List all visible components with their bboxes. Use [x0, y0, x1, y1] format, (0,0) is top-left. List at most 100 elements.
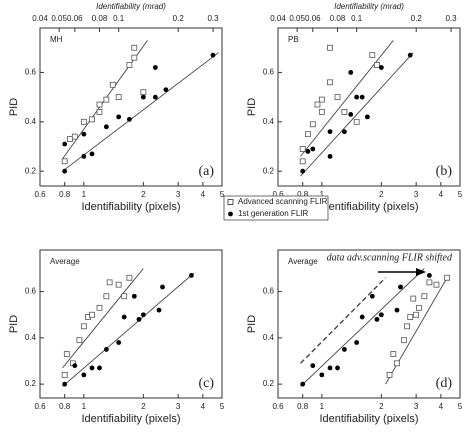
- point: [319, 372, 325, 378]
- point: [378, 312, 384, 318]
- point: [61, 158, 68, 165]
- x2-tick-label: 0.2: [173, 14, 185, 23]
- x2-tick-label: 0.05: [289, 14, 305, 23]
- x-tick-label: 0.6: [272, 190, 284, 199]
- y-axis-title: PID: [8, 98, 20, 116]
- point: [348, 112, 354, 117]
- point: [394, 360, 400, 367]
- panel-letter: (a): [198, 164, 214, 179]
- y-tick-label: 0.6: [25, 287, 37, 296]
- point: [444, 274, 450, 281]
- point: [81, 372, 87, 378]
- fit-line: [385, 277, 448, 385]
- x2-tick-label: 0.3: [207, 14, 219, 23]
- point: [63, 351, 70, 357]
- x2-tick-label: 0.2: [411, 14, 423, 23]
- point: [407, 314, 414, 320]
- x2-tick-label: 0.08: [92, 14, 108, 23]
- point: [413, 311, 420, 318]
- point: [62, 141, 68, 147]
- point: [156, 307, 162, 313]
- x-tick-label: 5: [220, 190, 225, 199]
- panel-letter: (c): [198, 376, 214, 391]
- legend-label: 1st generation FLIR: [238, 209, 308, 218]
- point: [131, 293, 137, 299]
- point: [116, 114, 122, 120]
- x-tick-label: 0.8: [297, 190, 309, 199]
- point: [66, 136, 73, 142]
- x-tick-label: 2: [141, 190, 146, 199]
- point: [394, 307, 400, 313]
- y-tick-label: 0.2: [25, 379, 37, 388]
- point: [348, 70, 354, 75]
- annotation: data adv.scanning FLIR shifted: [327, 252, 453, 263]
- point: [318, 96, 325, 103]
- point: [410, 295, 417, 302]
- x-tick-label: 0.6: [34, 402, 46, 411]
- point: [305, 149, 311, 154]
- point: [407, 52, 413, 58]
- x-axis-title: Identifiability (pixels): [319, 413, 418, 425]
- point: [140, 94, 146, 100]
- y-tick-label: 0.4: [263, 333, 275, 342]
- x-tick-label: 2: [141, 402, 146, 411]
- point: [97, 365, 102, 371]
- point: [314, 101, 321, 108]
- x2-tick-label: 0.1: [113, 14, 125, 23]
- x2-tick-label: 0.04: [270, 14, 286, 23]
- point: [121, 314, 127, 320]
- point: [126, 116, 132, 122]
- point: [369, 52, 376, 59]
- point: [81, 153, 87, 159]
- x-tick-label: 0.6: [272, 402, 284, 411]
- point: [140, 312, 146, 318]
- point: [433, 281, 440, 288]
- y-axis-title: PID: [246, 315, 258, 333]
- arrow-head: [416, 268, 426, 276]
- point: [121, 293, 128, 300]
- x-tick-label: 0.6: [34, 190, 46, 199]
- x-tick-label: 0.8: [59, 190, 71, 199]
- plot-frame: [277, 27, 461, 187]
- y-axis-title: PID: [8, 315, 20, 333]
- point: [71, 133, 78, 140]
- y-tick-label: 0.6: [263, 287, 275, 296]
- point: [374, 62, 380, 68]
- y-tick-label: 0.4: [263, 117, 275, 126]
- point: [131, 54, 138, 61]
- x2-tick-label: 0.06: [305, 14, 321, 23]
- plot-frame: [39, 249, 223, 399]
- x2-tick-label: 0.05: [51, 14, 67, 23]
- x2-tick-label: 0.1: [351, 14, 363, 23]
- x2-tick-label: 0.06: [67, 14, 83, 23]
- x-tick-label: 2: [379, 402, 384, 411]
- point: [96, 109, 103, 115]
- x-tick-label: 4: [439, 402, 444, 411]
- x-tick-label: 0.8: [59, 402, 71, 411]
- fit-line: [300, 268, 425, 387]
- point: [89, 311, 95, 318]
- x-tick-label: 1: [82, 402, 87, 411]
- point: [89, 116, 95, 123]
- y-tick-label: 0.2: [25, 166, 37, 175]
- point: [304, 131, 311, 138]
- x-tick-label: 1: [320, 190, 325, 199]
- point: [369, 293, 375, 299]
- y-tick-label: 0.2: [263, 166, 275, 175]
- point: [72, 363, 78, 369]
- point: [210, 52, 216, 58]
- point: [334, 94, 341, 101]
- y-tick-label: 0.2: [263, 379, 275, 388]
- point: [152, 94, 158, 100]
- point: [335, 365, 340, 371]
- x-tick-label: 3: [176, 402, 181, 411]
- point: [354, 340, 360, 345]
- panel-name: MH: [50, 35, 63, 44]
- plot-frame: [39, 27, 223, 187]
- x-tick-label: 0.8: [297, 402, 309, 411]
- point: [300, 168, 306, 174]
- point: [327, 153, 333, 159]
- point: [126, 274, 133, 281]
- x-axis-title: Identifiability (pixels): [81, 413, 180, 425]
- point: [62, 168, 68, 174]
